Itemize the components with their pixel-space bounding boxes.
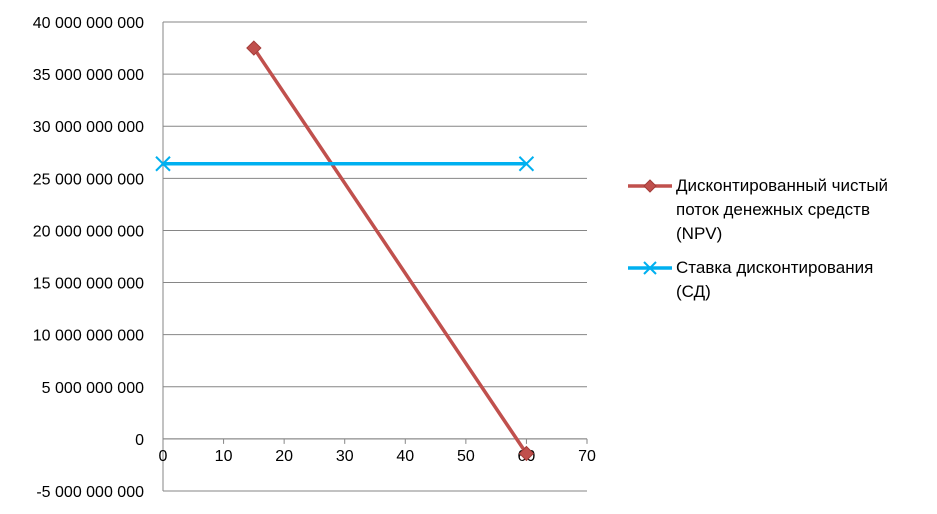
data-point-x [155,156,171,172]
legend-label: Ставка дисконтирования [676,258,874,277]
legend: Дисконтированный чистый поток денежных ср… [628,174,928,314]
y-tick-label: 30 000 000 000 [33,119,144,136]
legend-label: (NPV) [676,224,723,243]
legend-swatch [628,261,672,275]
x-tick-label: 70 [578,448,596,465]
legend-swatch [628,179,672,193]
data-point-x [643,261,657,275]
y-tick-label: 20 000 000 000 [33,223,144,240]
data-point-x-stroke [155,156,171,172]
x-tick-label: 10 [215,448,233,465]
legend-item-npv: Дисконтированный чистый поток денежных ср… [628,174,928,246]
legend-item-discount-rate: Ставка дисконтирования (СД) [628,256,928,304]
legend-label: поток денежных средств [676,200,870,219]
legend-label: Дисконтированный чистый [676,176,889,195]
data-point-diamond [246,40,262,56]
y-tick-label: 0 [135,432,144,449]
series-line-npv [252,47,528,455]
data-point-x-stroke [518,156,535,172]
x-tick-label: 20 [275,448,293,465]
x-tick-label: 40 [396,448,414,465]
data-point-diamond [518,445,535,462]
x-tick-label: 30 [336,448,354,465]
data-point-x [518,156,535,172]
y-tick-label: 40 000 000 000 [33,15,144,32]
y-tick-label: 35 000 000 000 [33,67,144,84]
y-tick-label: 15 000 000 000 [33,276,144,293]
x-tick-label: 50 [457,448,475,465]
y-tick-label: 25 000 000 000 [33,171,144,188]
y-tick-label: -5 000 000 000 [36,484,144,501]
y-tick-label: 5 000 000 000 [42,380,144,397]
data-point-diamond [643,179,657,193]
y-tick-label: 10 000 000 000 [33,328,144,345]
data-point-x-stroke [643,261,657,275]
legend-label: (СД) [676,282,711,301]
x-tick-label: 0 [159,448,168,465]
